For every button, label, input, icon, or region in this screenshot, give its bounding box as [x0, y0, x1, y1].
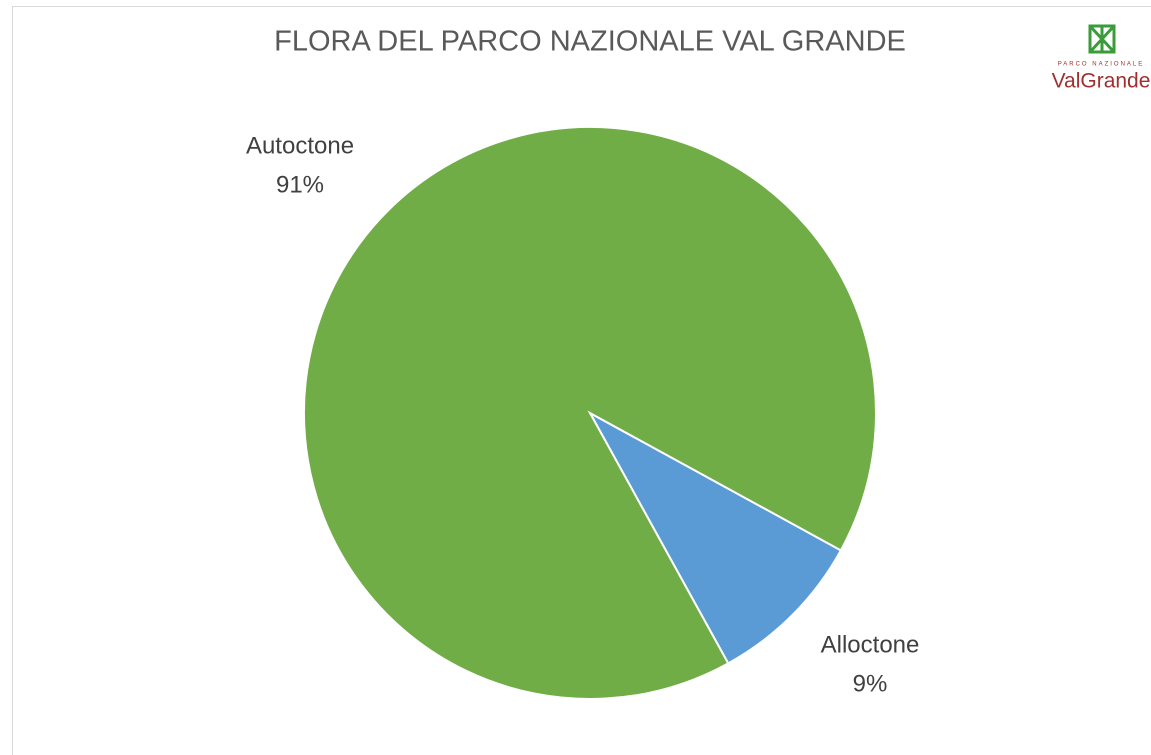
slice-label: Autoctone	[246, 132, 354, 159]
chart-title: FLORA DEL PARCO NAZIONALE VAL GRANDE	[274, 26, 906, 58]
slice-value-label: 9%	[853, 670, 888, 697]
logo: PARCO NAZIONALE ValGrande	[1052, 24, 1151, 93]
pie-slice	[587, 410, 843, 665]
logo-name: ValGrande	[1052, 70, 1151, 93]
slice-label: Alloctone	[821, 631, 920, 658]
pie-slice	[303, 126, 877, 700]
logo-icon-lines	[1088, 24, 1116, 54]
slice-value-label: 91%	[276, 171, 324, 198]
logo-subtitle: PARCO NAZIONALE	[1058, 62, 1145, 68]
